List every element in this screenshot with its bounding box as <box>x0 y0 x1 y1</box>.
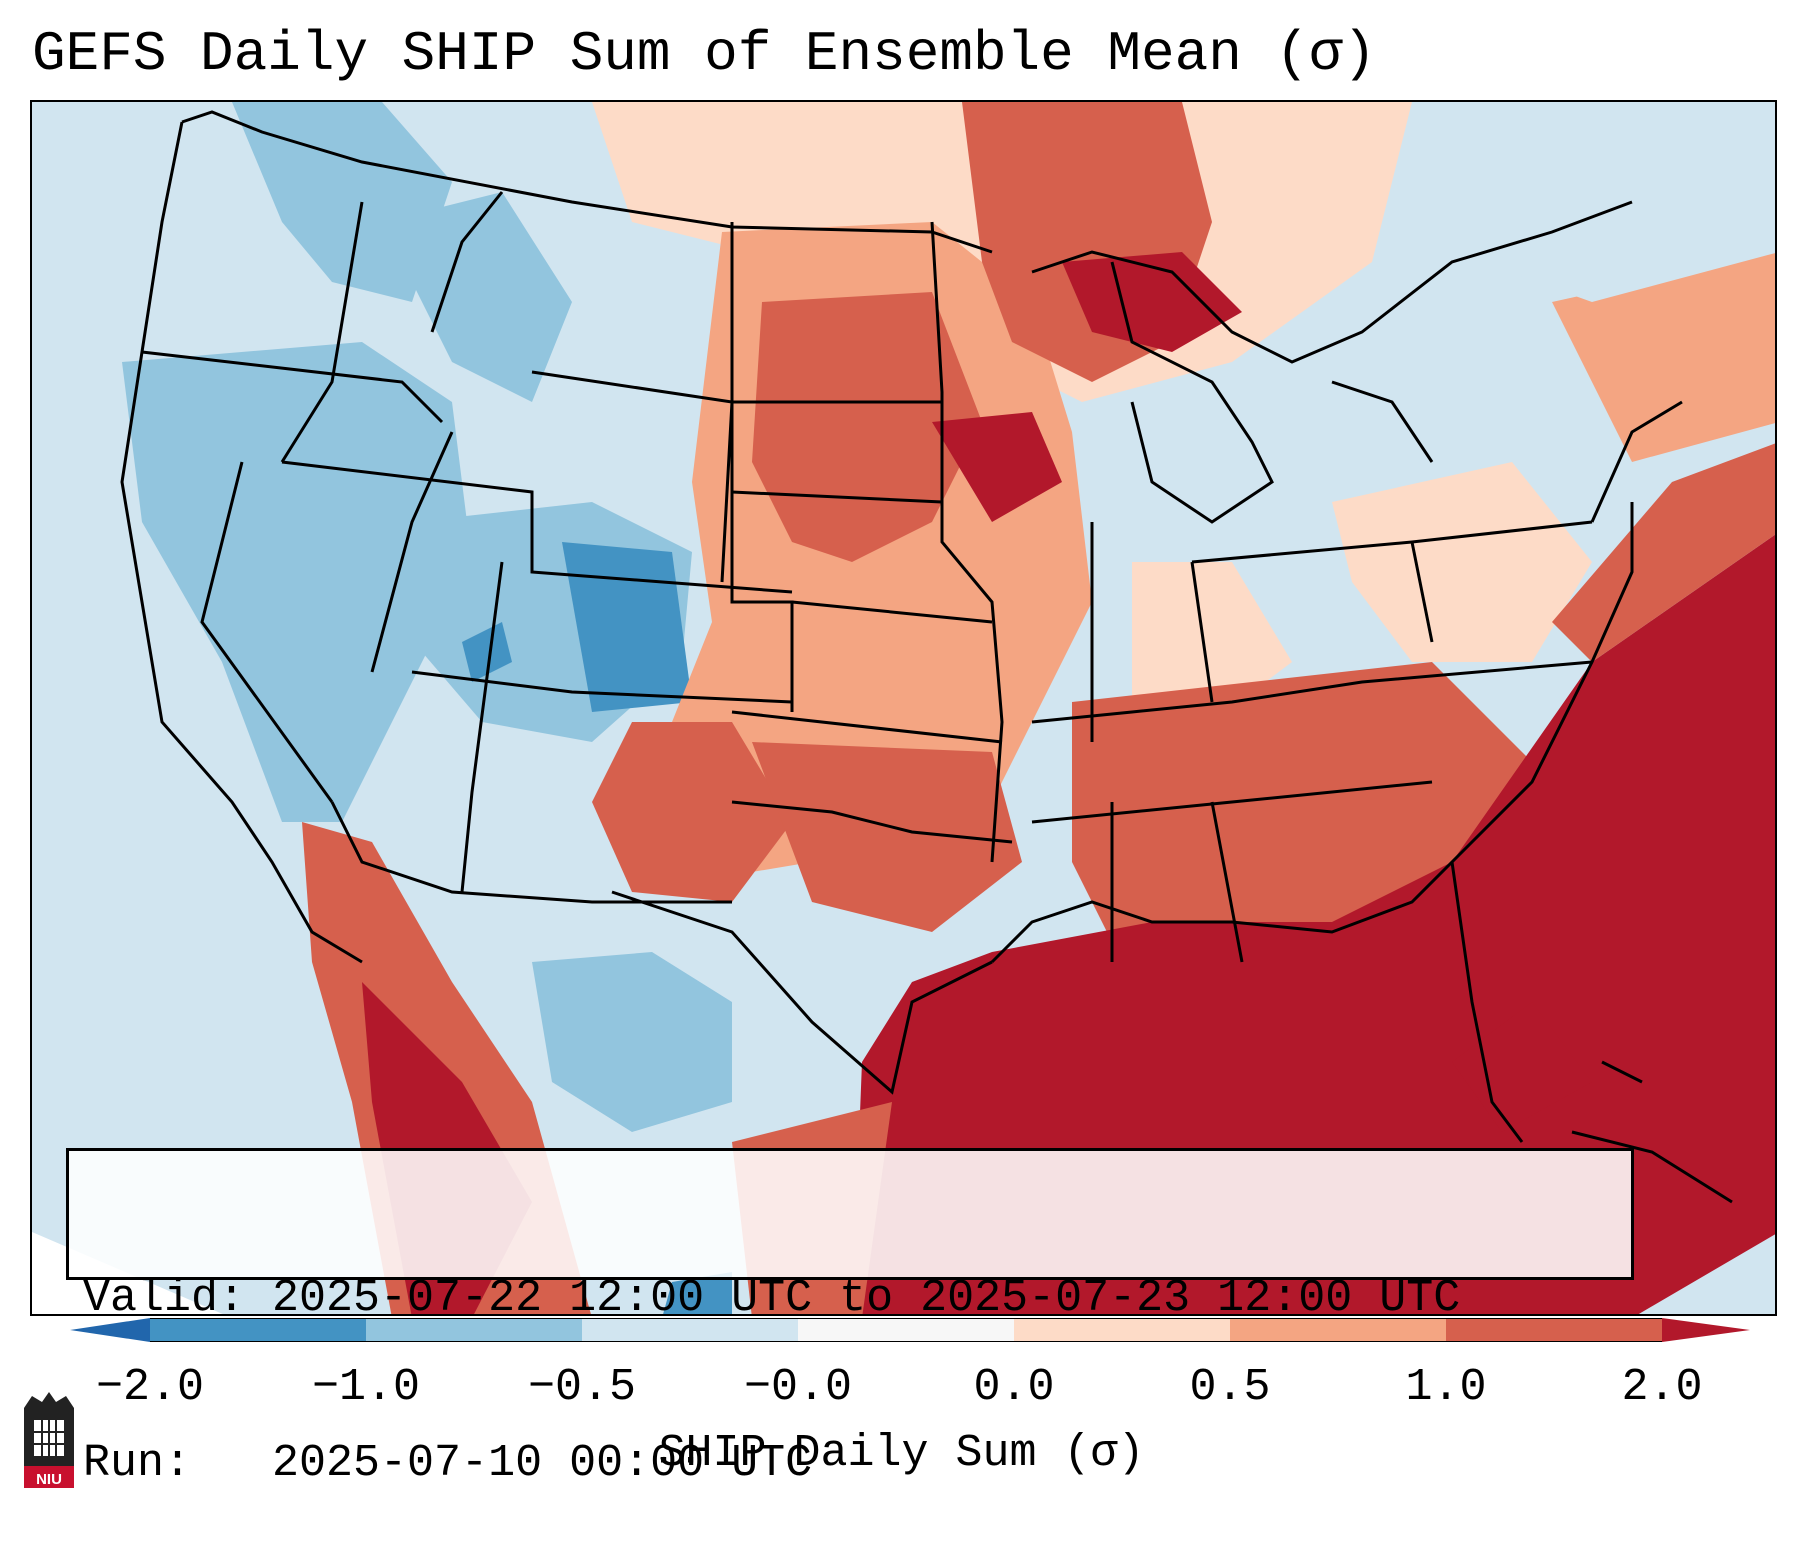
lake-huron-outline <box>1331 380 1434 463</box>
colorbar-segment-2 <box>366 1318 582 1342</box>
colorbar-tick-label: 2.0 <box>1621 1362 1703 1413</box>
bahamas-outline <box>1601 1060 1643 1084</box>
chart-title: GEFS Daily SHIP Sum of Ensemble Mean (σ) <box>32 22 1377 86</box>
gulf-atlantic-coastline <box>990 502 1634 964</box>
florida-peninsula <box>1450 861 1524 1143</box>
colorbar-segment-1 <box>150 1318 366 1342</box>
id-wa-border <box>280 201 364 463</box>
pa-border <box>1410 541 1434 643</box>
ks-ok-border <box>731 710 1003 744</box>
map-canvas <box>32 102 1775 1314</box>
colorbar-tick-label: 0.5 <box>1189 1362 1271 1413</box>
anomaly-region-new-mexico <box>592 722 792 902</box>
idaho-panhandle <box>430 191 504 333</box>
anomaly-region-atlantic-transition <box>1552 443 1775 662</box>
state-boundaries <box>120 110 1683 1143</box>
anomaly-region-mexico-blue <box>532 952 732 1132</box>
colorbar <box>70 1318 1750 1342</box>
az-nm-border <box>460 561 504 893</box>
ca-nv-border <box>200 461 334 803</box>
in-oh-border <box>1190 561 1214 703</box>
colorbar-segment-3 <box>582 1318 798 1342</box>
texas-border <box>611 890 993 1095</box>
nevada-utah-border <box>370 431 454 673</box>
anomaly-region-mexico-blue-cell <box>663 1272 732 1314</box>
us-canada-border <box>181 110 993 254</box>
colorbar-segment-4 <box>798 1318 1014 1342</box>
us-canada-border-east <box>1031 200 1633 364</box>
anomaly-region-gulf-atlantic <box>852 534 1775 1314</box>
ne-ks-border <box>791 600 993 624</box>
high-plains-border <box>730 222 794 712</box>
southern-states-line <box>1031 780 1433 824</box>
pacific-coastline <box>120 121 363 964</box>
colorbar-tick-label: −1.0 <box>311 1362 421 1413</box>
plains-midwest-border <box>930 221 1004 863</box>
nv-ut-border-line <box>281 460 793 594</box>
colorbar-tick-label: −2.0 <box>95 1362 205 1413</box>
ok-tx-border <box>731 800 1013 844</box>
colorbar-extend-max <box>1662 1318 1750 1342</box>
anomaly-region-lake-superior <box>1062 252 1242 352</box>
anomaly-region-new-england-offshore <box>1552 252 1775 462</box>
or-ca-border <box>141 350 444 424</box>
colorbar-label: SHIP Daily Sum (σ) <box>658 1428 1145 1479</box>
colorbar-segment-6 <box>1230 1318 1446 1342</box>
cuba-outline <box>1571 1130 1733 1204</box>
colorbar-tick-label: 1.0 <box>1405 1362 1487 1413</box>
colorbar-tick-label: −0.5 <box>527 1362 637 1413</box>
anomaly-region-oklahoma <box>752 742 1022 932</box>
new-england-coast <box>1590 400 1683 523</box>
valid-time-text: Valid: 2025-07-22 12:00 UTC to 2025-07-2… <box>83 1273 1461 1324</box>
anomaly-region-quebec <box>1412 102 1775 302</box>
anomaly-region-utah-core <box>462 622 512 682</box>
great-lakes-outline <box>1110 261 1274 524</box>
colorbar-tick-label: −0.0 <box>743 1362 853 1413</box>
colorbar-segment-5 <box>1014 1318 1230 1342</box>
run-time-text: Run: 2025-07-10 00:00 UTC <box>83 1438 813 1489</box>
al-ga-border <box>1210 801 1244 963</box>
anomaly-region-mid-atlantic <box>1332 462 1592 662</box>
colorbar-segment-7 <box>1446 1318 1662 1342</box>
map-panel <box>30 100 1777 1316</box>
anomaly-region-florida <box>1452 1002 1592 1132</box>
sd-ne-border <box>731 490 943 504</box>
anomaly-region-great-basin <box>122 342 472 822</box>
valid-run-info-box: Valid: 2025-07-22 12:00 UTC to 2025-07-2… <box>66 1148 1634 1489</box>
colorbar-extend-min <box>70 1318 150 1342</box>
niu-logo-icon <box>24 1392 74 1488</box>
tn-ky-line <box>1031 660 1593 724</box>
niu-logo-text: NIU <box>36 1471 62 1488</box>
anomaly-region-idaho <box>382 192 572 402</box>
colorbar-tick-label: 0.0 <box>973 1362 1055 1413</box>
anomaly-region-colorado-core <box>562 542 692 712</box>
anomaly-region-iowa <box>932 412 1062 522</box>
four-corners-line <box>411 670 793 704</box>
caribbean-islands <box>1571 1060 1733 1204</box>
niu-logo: NIU <box>20 1390 78 1490</box>
